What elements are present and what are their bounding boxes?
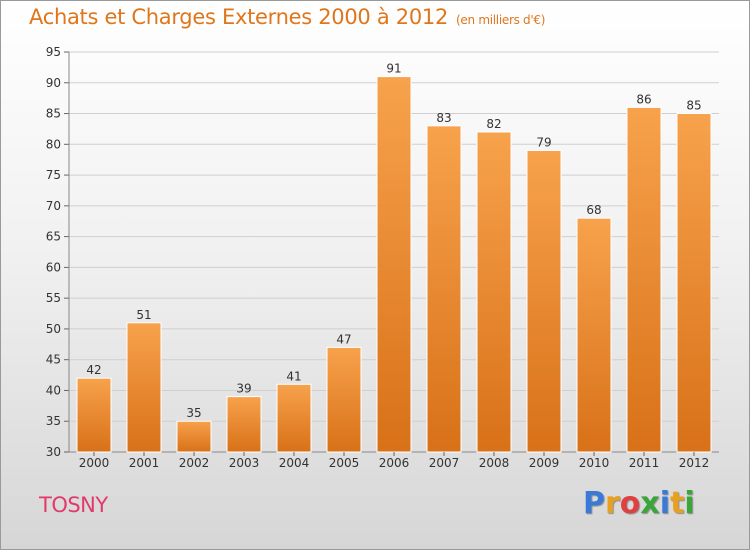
data-label: 82 bbox=[486, 117, 501, 131]
logo-letter: t bbox=[670, 486, 685, 521]
y-tick-label: 30 bbox=[46, 445, 61, 459]
logo-letter: x bbox=[640, 486, 660, 521]
logo-letter: r bbox=[605, 486, 620, 521]
data-label: 41 bbox=[286, 369, 301, 383]
x-tick-label: 2001 bbox=[129, 456, 160, 470]
y-tick-label: 35 bbox=[46, 414, 61, 428]
y-tick-label: 60 bbox=[46, 260, 61, 274]
data-label: 35 bbox=[186, 406, 201, 420]
x-tick-label: 2007 bbox=[429, 456, 460, 470]
data-label: 51 bbox=[136, 308, 151, 322]
bar bbox=[126, 322, 162, 453]
bar bbox=[626, 106, 662, 453]
logo-letter: o bbox=[619, 486, 641, 521]
bar bbox=[76, 377, 112, 453]
x-tick-label: 2011 bbox=[629, 456, 660, 470]
bar bbox=[476, 131, 512, 453]
bar bbox=[526, 149, 562, 453]
x-tick-label: 2003 bbox=[229, 456, 260, 470]
data-label: 85 bbox=[686, 99, 701, 113]
data-label: 91 bbox=[386, 62, 401, 76]
y-tick-label: 45 bbox=[46, 353, 61, 367]
bar bbox=[326, 346, 362, 453]
bar bbox=[226, 396, 262, 453]
chart-unit: (en milliers d'€) bbox=[456, 13, 546, 27]
x-tick-label: 2005 bbox=[329, 456, 360, 470]
y-tick-label: 80 bbox=[46, 137, 61, 151]
data-label: 86 bbox=[636, 92, 651, 106]
data-label: 68 bbox=[586, 203, 601, 217]
y-tick-label: 55 bbox=[46, 291, 61, 305]
bar bbox=[576, 217, 612, 453]
y-tick-label: 70 bbox=[46, 199, 61, 213]
logo-letter: P bbox=[583, 486, 605, 521]
data-label: 79 bbox=[536, 135, 551, 149]
bar bbox=[676, 113, 712, 453]
chart-title-text: Achats et Charges Externes 2000 à 2012 bbox=[29, 5, 449, 29]
y-tick-label: 85 bbox=[46, 107, 61, 121]
proxiti-logo: Proxiti bbox=[583, 486, 695, 521]
logo-letter: i bbox=[684, 486, 695, 521]
x-tick-label: 2000 bbox=[79, 456, 110, 470]
data-label: 83 bbox=[436, 111, 451, 125]
data-label: 47 bbox=[336, 332, 351, 346]
y-tick-label: 90 bbox=[46, 76, 61, 90]
bar bbox=[176, 420, 212, 453]
chart-title: Achats et Charges Externes 2000 à 2012 (e… bbox=[29, 5, 545, 29]
data-label: 42 bbox=[86, 363, 101, 377]
x-tick-label: 2012 bbox=[679, 456, 710, 470]
logo-letter: i bbox=[659, 486, 671, 521]
bar bbox=[426, 125, 462, 453]
y-tick-label: 75 bbox=[46, 168, 61, 182]
x-tick-label: 2008 bbox=[479, 456, 510, 470]
commune-name: TOSNY bbox=[39, 493, 108, 517]
bar bbox=[276, 383, 312, 453]
data-label: 39 bbox=[236, 382, 251, 396]
y-tick-label: 50 bbox=[46, 322, 61, 336]
x-tick-label: 2010 bbox=[579, 456, 610, 470]
x-tick-label: 2009 bbox=[529, 456, 560, 470]
y-tick-label: 95 bbox=[46, 45, 61, 59]
x-tick-label: 2004 bbox=[279, 456, 310, 470]
y-tick-label: 40 bbox=[46, 383, 61, 397]
y-tick-label: 65 bbox=[46, 230, 61, 244]
bar bbox=[376, 76, 412, 453]
x-tick-label: 2002 bbox=[179, 456, 210, 470]
x-tick-label: 2006 bbox=[379, 456, 410, 470]
